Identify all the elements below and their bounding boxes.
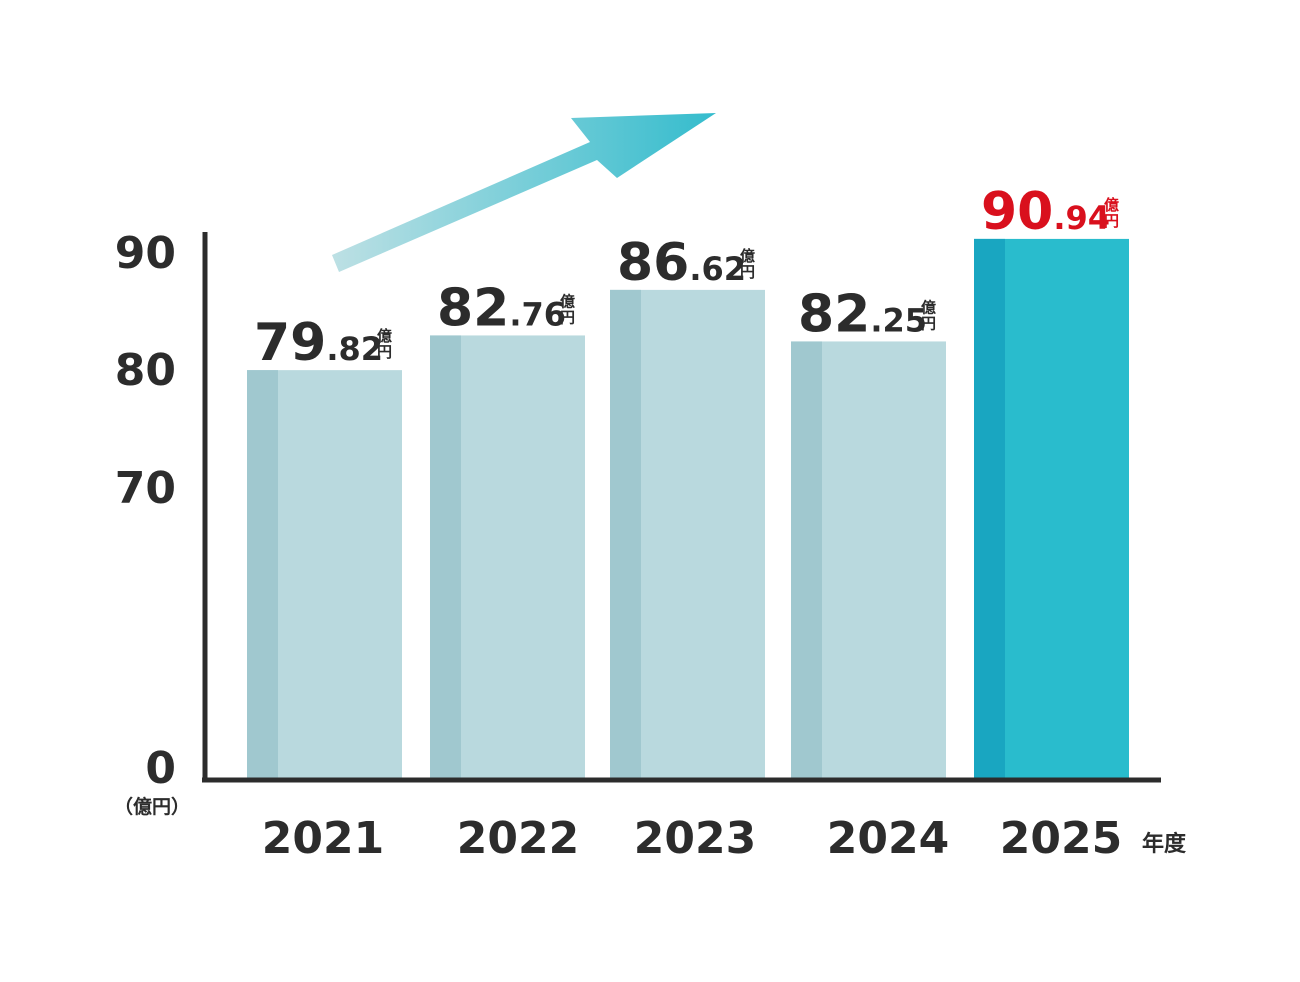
x-tick-label: 2023	[634, 813, 756, 864]
bar-2023	[610, 289, 765, 778]
value-unit-bottom: 円	[560, 308, 575, 326]
value-unit-top: 億	[740, 247, 755, 265]
bar-value-label: 86.62	[617, 233, 746, 293]
value-decimal: .76	[509, 295, 566, 333]
value-unit-bottom: 円	[921, 314, 936, 332]
bar-2021	[247, 370, 402, 778]
bar-shade	[247, 370, 278, 778]
bar-shade	[974, 238, 1005, 778]
bar-value-label: 82.25	[798, 284, 927, 344]
bar-shade	[791, 341, 822, 778]
value-unit-top: 億	[921, 298, 936, 316]
value-decimal: .94	[1053, 199, 1110, 237]
y-tick-label: 0	[145, 743, 176, 794]
value-integer: 79	[254, 313, 326, 373]
bar-2022	[430, 335, 585, 778]
y-tick-label: 70	[115, 463, 176, 514]
value-integer: 82	[437, 278, 509, 338]
y-axis-unit-label: （億円）	[114, 795, 190, 818]
value-unit-top: 億	[377, 327, 392, 345]
value-decimal: .25	[870, 301, 927, 339]
bar-value-label: 79.82	[254, 313, 383, 373]
value-unit-bottom: 円	[377, 343, 392, 361]
growth-trend-arrow-icon	[332, 113, 716, 272]
value-integer: 90	[981, 182, 1053, 242]
x-tick-label: 2025	[1000, 813, 1122, 864]
x-axis-unit-label: 年度	[1142, 831, 1187, 857]
value-unit-top: 億	[1104, 196, 1119, 214]
x-tick-label: 2022	[457, 813, 579, 864]
value-unit-bottom: 円	[740, 263, 755, 281]
bar-value-label: 82.76	[437, 278, 566, 338]
y-tick-label: 90	[115, 228, 176, 279]
value-integer: 82	[798, 284, 870, 344]
bar-value-label: 90.94	[981, 182, 1110, 242]
value-integer: 86	[617, 233, 689, 293]
x-tick-label: 2024	[827, 813, 949, 864]
value-decimal: .82	[326, 330, 383, 368]
value-decimal: .62	[689, 250, 746, 288]
value-unit-top: 億	[560, 292, 575, 310]
bar-2024	[791, 341, 946, 778]
x-tick-label: 2021	[262, 813, 384, 864]
value-unit-bottom: 円	[1104, 212, 1119, 230]
bar-shade	[430, 335, 461, 778]
bar-2025	[974, 238, 1129, 778]
bar-shade	[610, 289, 641, 778]
y-tick-label: 80	[115, 345, 176, 396]
